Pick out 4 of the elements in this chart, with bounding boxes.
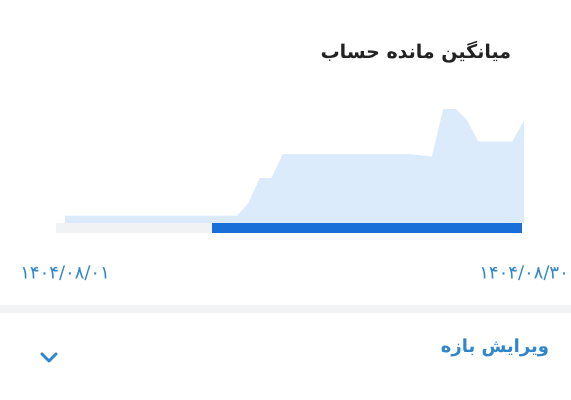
x-tick-label: ۱۴۰۴/۰۸/۰۱ bbox=[20, 262, 110, 284]
chart-title: میانگین مانده حساب bbox=[320, 41, 511, 63]
text: ویرایش بازه bbox=[440, 336, 549, 357]
x-tick-label: ۱۴۰۴/۰۸/۳۰ bbox=[479, 262, 569, 284]
